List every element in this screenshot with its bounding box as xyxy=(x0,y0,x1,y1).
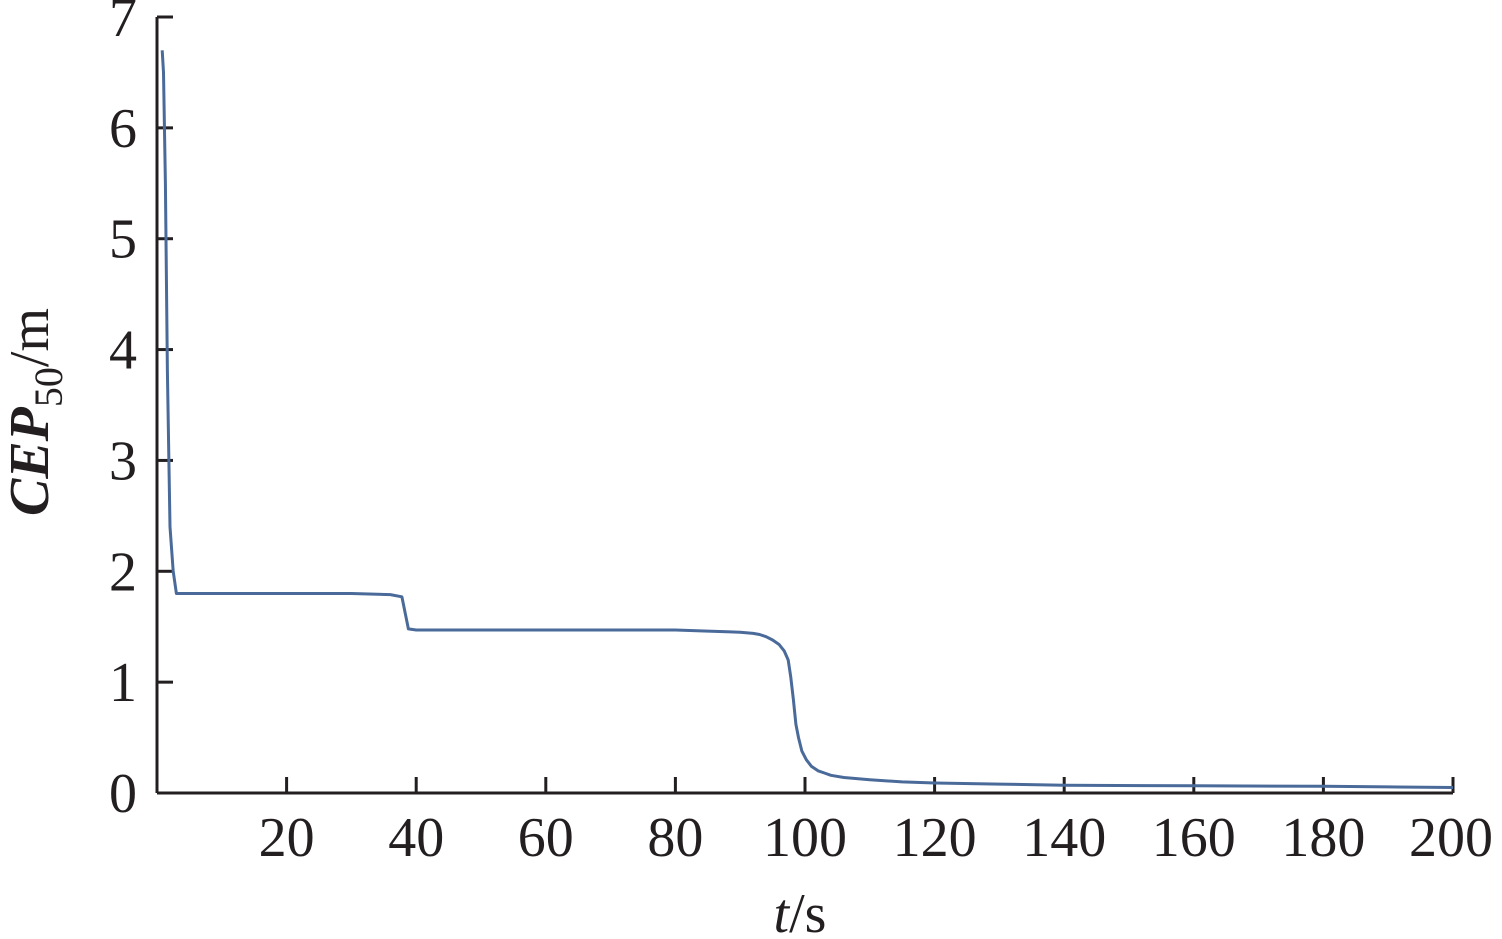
y-tick-label: 5 xyxy=(109,209,137,271)
x-tick-label: 20 xyxy=(259,807,315,869)
x-tick-label: 40 xyxy=(388,807,444,869)
x-axis-unit: /s xyxy=(789,883,826,939)
series-line xyxy=(160,50,1454,789)
y-axis-ticks: 0 1 2 3 4 5 6 7 xyxy=(109,0,173,825)
y-tick-label: 6 xyxy=(109,98,137,160)
y-axis-subscript: 50 xyxy=(26,367,71,407)
x-tick-label: 80 xyxy=(647,807,703,869)
x-axis-title: t/s xyxy=(774,883,827,939)
x-tick-label: 160 xyxy=(1152,807,1236,869)
y-tick-label: 3 xyxy=(109,430,137,492)
y-tick-label: 1 xyxy=(109,652,137,714)
x-tick-label: 100 xyxy=(763,807,847,869)
y-tick-label: 2 xyxy=(109,541,137,603)
x-tick-label: 200 xyxy=(1409,807,1493,869)
x-tick-label: 60 xyxy=(518,807,574,869)
y-axis-variable: CEP xyxy=(0,406,61,516)
x-axis-ticks: 20 40 60 80 100 120 140 160 180 200 xyxy=(259,777,1493,869)
y-tick-label: 7 xyxy=(109,0,137,49)
x-axis-variable: t xyxy=(774,883,791,939)
x-tick-label: 180 xyxy=(1281,807,1365,869)
x-tick-label: 120 xyxy=(893,807,977,869)
series-layer xyxy=(160,50,1454,789)
y-tick-label: 4 xyxy=(109,320,137,382)
y-axis-unit: /m xyxy=(0,308,61,367)
y-axis-title: CEP50/m xyxy=(0,308,71,516)
x-tick-label: 140 xyxy=(1022,807,1106,869)
y-tick-label: 0 xyxy=(109,763,137,825)
